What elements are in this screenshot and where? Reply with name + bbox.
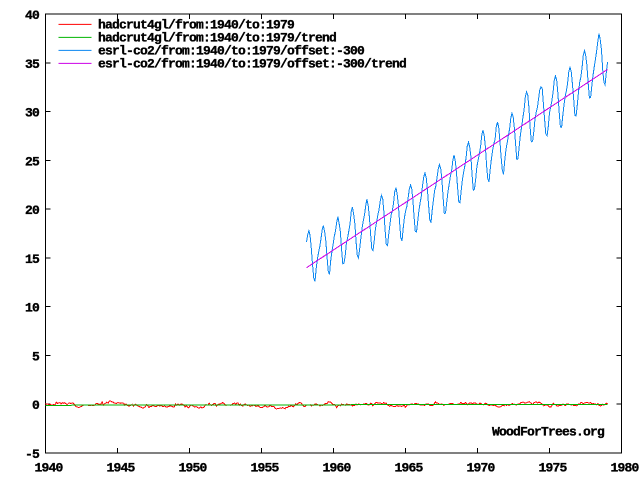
svg-text:1980: 1980 bbox=[610, 461, 639, 476]
svg-text:1970: 1970 bbox=[466, 461, 495, 476]
svg-text:35: 35 bbox=[25, 57, 40, 72]
svg-text:WoodForTrees.org: WoodForTrees.org bbox=[492, 425, 605, 440]
svg-text:esrl-co2/from:1940/to:1979/off: esrl-co2/from:1940/to:1979/offset:-300/t… bbox=[98, 57, 406, 72]
svg-text:esrl-co2/from:1940/to:1979/off: esrl-co2/from:1940/to:1979/offset:-300 bbox=[98, 44, 365, 59]
svg-text:1940: 1940 bbox=[34, 461, 63, 476]
svg-text:1960: 1960 bbox=[322, 461, 351, 476]
svg-text:1945: 1945 bbox=[106, 461, 135, 476]
svg-text:5: 5 bbox=[32, 349, 40, 364]
svg-text:40: 40 bbox=[25, 8, 40, 23]
svg-text:-5: -5 bbox=[25, 447, 40, 462]
svg-text:1950: 1950 bbox=[178, 461, 207, 476]
svg-text:20: 20 bbox=[25, 203, 40, 218]
svg-text:1955: 1955 bbox=[250, 461, 279, 476]
svg-text:15: 15 bbox=[25, 252, 40, 267]
svg-text:10: 10 bbox=[25, 301, 40, 316]
svg-text:25: 25 bbox=[25, 154, 40, 169]
svg-text:hadcrut4gl/from:1940/to:1979: hadcrut4gl/from:1940/to:1979 bbox=[98, 18, 295, 33]
svg-text:30: 30 bbox=[25, 106, 40, 121]
svg-text:1965: 1965 bbox=[394, 461, 423, 476]
svg-text:hadcrut4gl/from:1940/to:1979/t: hadcrut4gl/from:1940/to:1979/trend bbox=[98, 31, 336, 46]
svg-text:1975: 1975 bbox=[538, 461, 567, 476]
svg-text:0: 0 bbox=[32, 398, 40, 413]
